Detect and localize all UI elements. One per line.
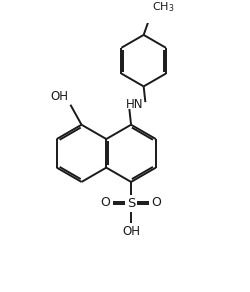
- Text: CH$_3$: CH$_3$: [152, 0, 175, 14]
- Text: OH: OH: [50, 90, 68, 103]
- Text: O: O: [100, 196, 110, 209]
- Text: HN: HN: [126, 98, 144, 111]
- Text: S: S: [127, 197, 135, 210]
- Text: O: O: [152, 196, 162, 209]
- Text: OH: OH: [122, 225, 140, 238]
